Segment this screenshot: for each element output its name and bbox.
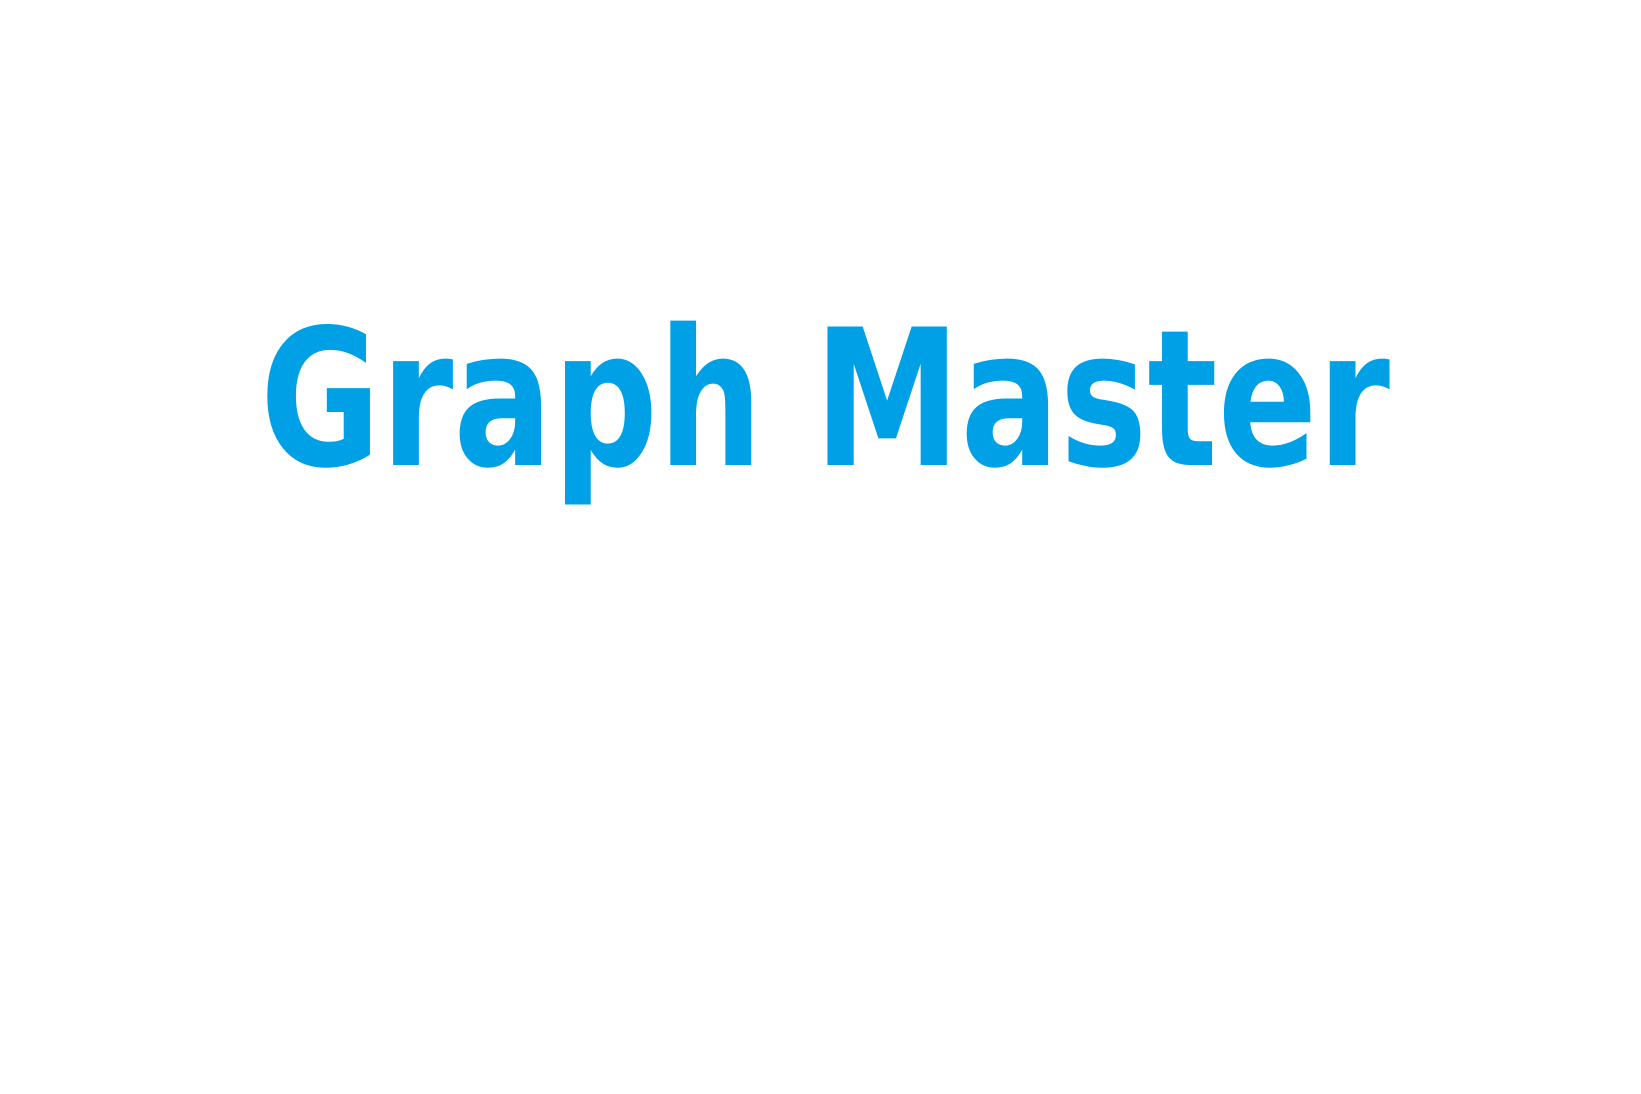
app-logo-wordmark: Graph Master xyxy=(255,300,1395,510)
logo-text: Graph Master xyxy=(260,300,1390,510)
logo-svg: Graph Master xyxy=(255,300,1395,510)
